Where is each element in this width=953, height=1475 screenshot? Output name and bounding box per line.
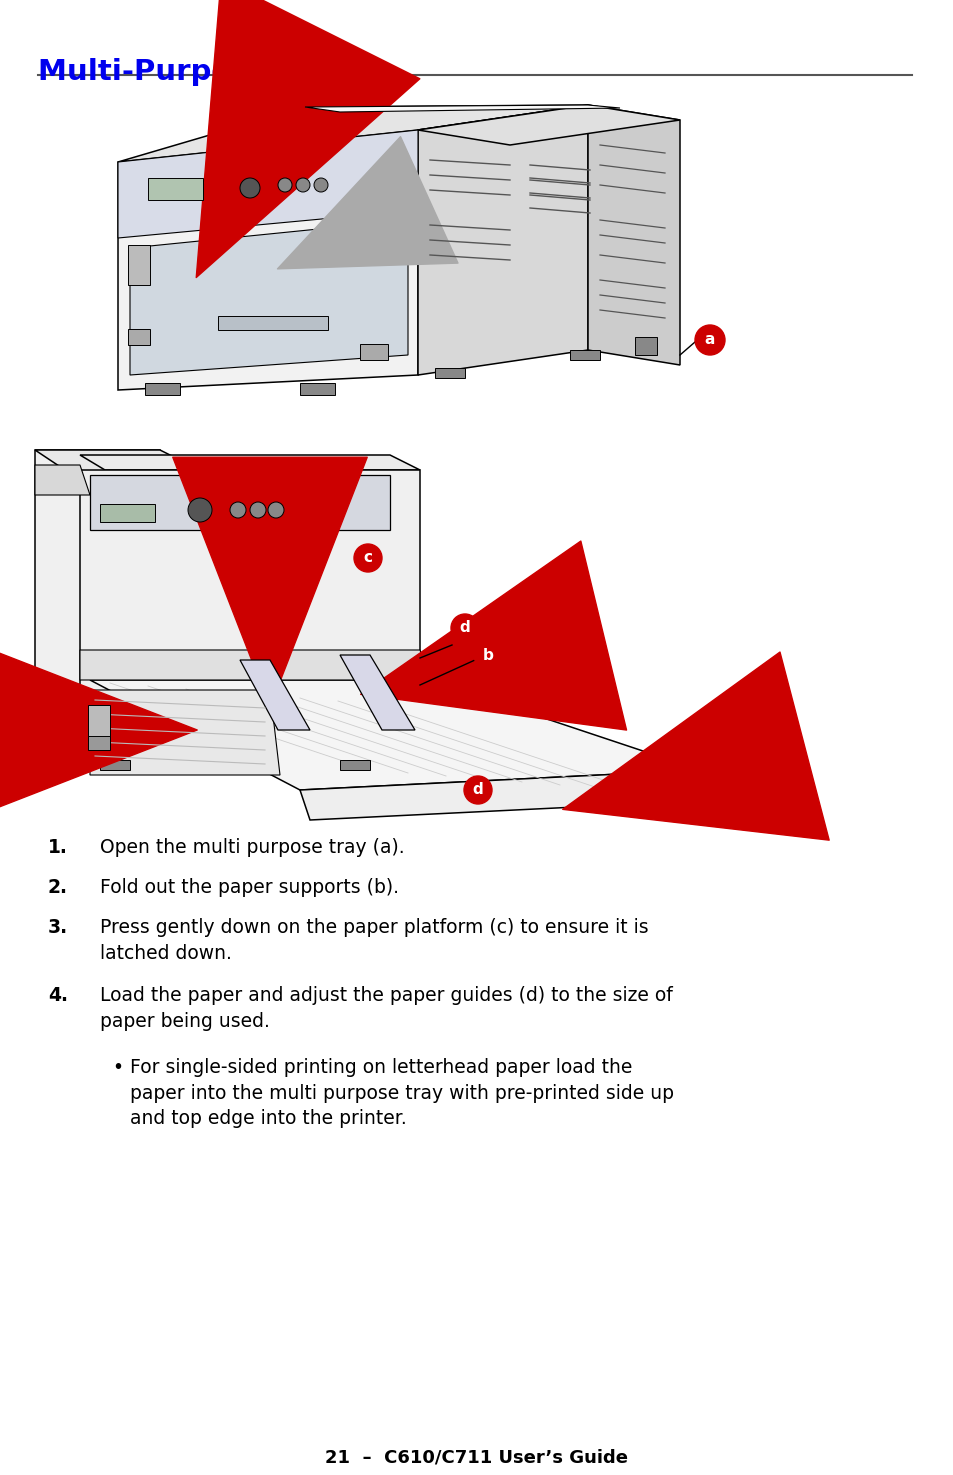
- Text: b: b: [482, 648, 493, 662]
- Polygon shape: [587, 105, 679, 364]
- Bar: [88, 705, 110, 740]
- Polygon shape: [417, 105, 679, 145]
- Circle shape: [250, 502, 266, 518]
- Polygon shape: [90, 690, 280, 774]
- Polygon shape: [118, 130, 417, 237]
- Text: c: c: [363, 550, 372, 565]
- Text: Load the paper and adjust the paper guides (d) to the size of
paper being used.: Load the paper and adjust the paper guid…: [100, 985, 672, 1031]
- Polygon shape: [305, 105, 619, 112]
- Text: 4.: 4.: [48, 985, 68, 1004]
- Bar: [100, 760, 130, 770]
- Polygon shape: [35, 450, 160, 760]
- Circle shape: [354, 544, 381, 572]
- Bar: [299, 384, 335, 395]
- Circle shape: [295, 178, 310, 192]
- Bar: [145, 384, 180, 395]
- Bar: [88, 736, 110, 749]
- Text: Fold out the paper supports (b).: Fold out the paper supports (b).: [100, 878, 398, 897]
- Text: 2.: 2.: [48, 878, 68, 897]
- Circle shape: [268, 502, 284, 518]
- Bar: [569, 350, 599, 360]
- Polygon shape: [80, 471, 419, 760]
- Circle shape: [230, 502, 246, 518]
- Bar: [359, 344, 388, 360]
- Circle shape: [463, 776, 492, 804]
- Polygon shape: [90, 475, 390, 530]
- Polygon shape: [80, 454, 419, 471]
- Circle shape: [240, 178, 260, 198]
- Text: Multi-Purpose Tray: Multi-Purpose Tray: [38, 58, 347, 86]
- Polygon shape: [118, 105, 587, 162]
- Text: Open the multi purpose tray (a).: Open the multi purpose tray (a).: [100, 838, 404, 857]
- Polygon shape: [299, 770, 720, 820]
- Bar: [128, 329, 150, 345]
- Text: 21  –  C610/C711 User’s Guide: 21 – C610/C711 User’s Guide: [325, 1448, 628, 1466]
- Circle shape: [188, 499, 212, 522]
- Bar: [435, 367, 464, 378]
- Text: d: d: [459, 621, 470, 636]
- Bar: [218, 316, 328, 330]
- Bar: [148, 178, 203, 201]
- Bar: [635, 336, 657, 355]
- Circle shape: [277, 178, 292, 192]
- Polygon shape: [130, 220, 408, 375]
- Text: Press gently down on the paper platform (c) to ensure it is
latched down.: Press gently down on the paper platform …: [100, 917, 648, 963]
- Text: a: a: [704, 332, 715, 348]
- Polygon shape: [417, 105, 587, 375]
- Polygon shape: [80, 650, 430, 680]
- Circle shape: [314, 178, 328, 192]
- Text: 3.: 3.: [48, 917, 68, 937]
- Text: •: •: [112, 1058, 123, 1077]
- Circle shape: [474, 642, 501, 670]
- Circle shape: [695, 324, 724, 355]
- Bar: [128, 245, 150, 285]
- Polygon shape: [90, 680, 700, 791]
- Circle shape: [451, 614, 478, 642]
- Polygon shape: [35, 450, 220, 479]
- Bar: [339, 760, 370, 770]
- Polygon shape: [240, 659, 310, 730]
- Polygon shape: [35, 465, 90, 496]
- Text: 1.: 1.: [48, 838, 68, 857]
- Polygon shape: [118, 130, 417, 389]
- Bar: [100, 504, 154, 522]
- Polygon shape: [339, 655, 415, 730]
- Text: d: d: [472, 783, 483, 798]
- Text: For single-sided printing on letterhead paper load the
paper into the multi purp: For single-sided printing on letterhead …: [130, 1058, 673, 1128]
